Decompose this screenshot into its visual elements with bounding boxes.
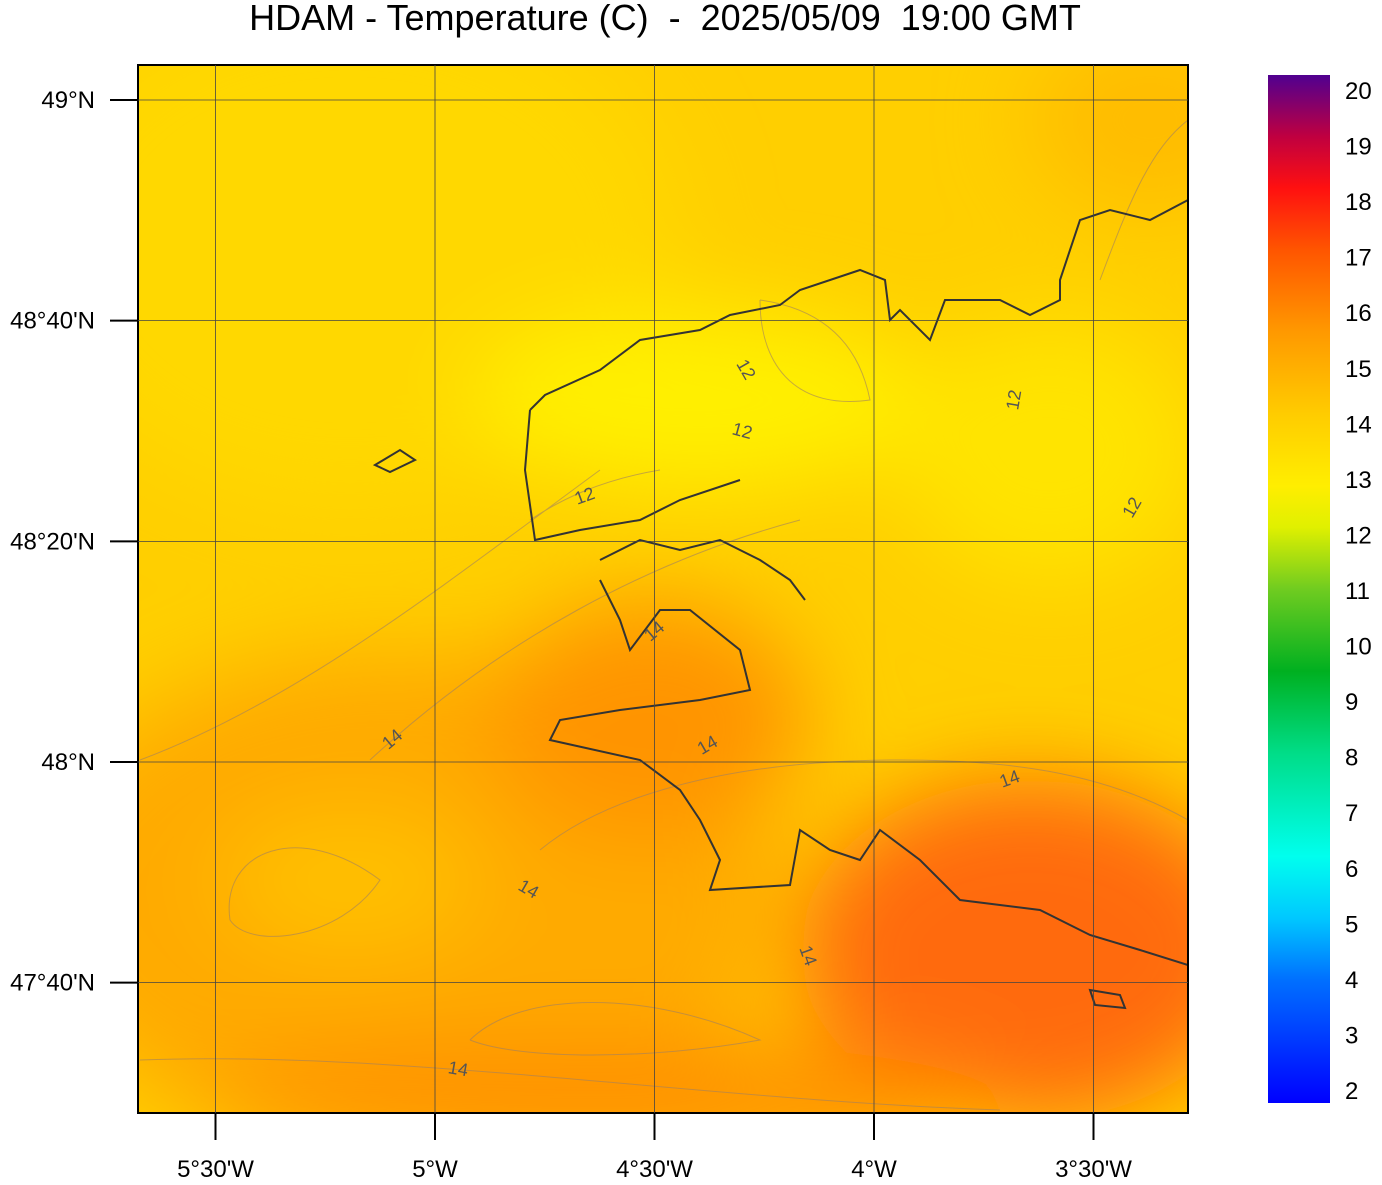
colorbar-label: 15 <box>1345 356 1372 383</box>
colorbar-label: 4 <box>1345 967 1358 994</box>
lat-label: 47°40'N <box>10 970 95 997</box>
colorbar-label: 13 <box>1345 467 1372 494</box>
lon-label: 4°30'W <box>616 1156 693 1180</box>
colorbar-label: 18 <box>1345 189 1372 216</box>
colorbar-label: 6 <box>1345 856 1358 883</box>
colorbar-label: 7 <box>1345 800 1358 827</box>
colorbar-label: 11 <box>1345 578 1370 605</box>
colorbar-label: 17 <box>1345 245 1372 272</box>
colorbar-label: 14 <box>1345 411 1372 438</box>
lat-label: 49°N <box>41 87 95 114</box>
lat-label: 48°20'N <box>10 528 95 555</box>
lon-label: 4°W <box>851 1156 897 1180</box>
colorbar-label: 8 <box>1345 745 1358 772</box>
title: HDAM - Temperature (C) - 2025/05/09 19:0… <box>249 0 1081 38</box>
lon-label: 5°30'W <box>177 1156 254 1180</box>
lon-label: 5°W <box>412 1156 458 1180</box>
contour-label: 14 <box>447 1057 470 1080</box>
colorbar-label: 12 <box>1345 522 1372 549</box>
colorbar <box>1268 75 1330 1103</box>
colorbar-label: 16 <box>1345 300 1372 327</box>
lon-label: 3°30'W <box>1055 1156 1132 1180</box>
map-frame <box>137 64 1189 1114</box>
colorbar-label: 20 <box>1345 78 1372 105</box>
coastline <box>372 199 1188 1010</box>
colorbar-label: 9 <box>1345 689 1358 716</box>
colorbar-label: 2 <box>1345 1078 1358 1105</box>
contour-label: 12 <box>1002 388 1025 411</box>
temperature-field <box>138 65 1188 1113</box>
lat-label: 48°40'N <box>10 308 95 335</box>
colorbar-label: 10 <box>1345 634 1372 661</box>
lat-label: 48°N <box>41 749 95 776</box>
colorbar-label: 19 <box>1345 134 1372 161</box>
colorbar-label: 3 <box>1345 1022 1358 1049</box>
colorbar-label: 5 <box>1345 911 1358 938</box>
